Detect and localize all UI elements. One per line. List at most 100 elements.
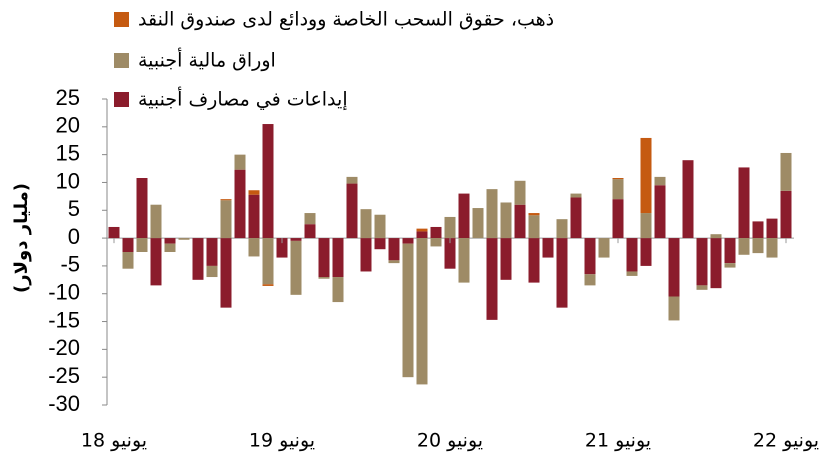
bar-segment — [416, 228, 428, 232]
legend-swatch — [114, 92, 129, 107]
bar-segment — [710, 234, 722, 239]
bar-segment — [178, 238, 190, 240]
bar-segment — [402, 243, 414, 378]
y-tick-label: -10 — [48, 280, 80, 305]
bar-segment — [766, 218, 778, 239]
bar-segment — [724, 238, 736, 264]
bar-segment — [584, 238, 596, 275]
bar-segment — [304, 213, 316, 225]
legend-swatch — [114, 12, 129, 27]
bar-segment — [556, 219, 568, 239]
bar-segment — [556, 238, 568, 308]
bar-segment — [248, 194, 260, 239]
bar-segment — [220, 200, 232, 239]
x-tick-label: يونيو 22 — [753, 430, 819, 452]
legend-label: اوراق مالية أجنبية — [138, 48, 276, 72]
bar-segment — [318, 238, 330, 278]
y-tick-label: -15 — [48, 307, 80, 332]
bar-segment — [640, 137, 652, 214]
bar-segment — [626, 238, 638, 272]
bar-segment — [738, 238, 750, 255]
legend-swatch — [114, 53, 129, 68]
bar-segment — [234, 154, 246, 170]
bar-segment — [430, 226, 442, 239]
bar-segment — [710, 238, 722, 289]
bar-segment — [654, 176, 666, 186]
y-tick-label: -25 — [48, 363, 80, 388]
bar-segment — [108, 226, 120, 239]
bar-segment — [486, 238, 498, 320]
bar-segment — [248, 238, 260, 257]
bar-segment — [150, 238, 162, 286]
bar-segment — [346, 176, 358, 184]
x-tick-label: يونيو 18 — [81, 430, 147, 452]
bar-segment — [542, 238, 554, 258]
bar-segment — [122, 238, 134, 252]
bar-segment — [206, 265, 218, 278]
bar-segment — [584, 274, 596, 286]
bar-segment — [164, 238, 176, 244]
bar-segment — [164, 243, 176, 252]
y-tick-label: 10 — [56, 168, 80, 193]
bar-segment — [780, 190, 792, 239]
bar-segment — [332, 238, 344, 278]
bar-segment — [640, 238, 652, 266]
bar-segment — [570, 197, 582, 239]
bar-segment — [360, 209, 372, 239]
x-tick-label: يونيو 20 — [417, 430, 483, 452]
bar-segment — [500, 238, 512, 280]
bar-segment — [388, 260, 400, 264]
bar-segment — [654, 185, 666, 239]
bar-segment — [766, 238, 778, 258]
bar-segment — [780, 152, 792, 191]
bar-segment — [262, 284, 274, 286]
bar-segment — [262, 238, 274, 285]
bar-segment — [276, 238, 288, 258]
bar-segment — [752, 221, 764, 239]
bar-segment — [682, 160, 694, 239]
bar-segment — [220, 199, 232, 201]
y-tick-label: 5 — [68, 196, 80, 221]
bar-segment — [640, 213, 652, 239]
bar-segment — [752, 238, 764, 254]
bar-segment — [612, 179, 624, 200]
bar-segment — [192, 238, 204, 280]
bar-segment — [262, 124, 274, 239]
bar-segment — [416, 238, 428, 385]
bar-segment — [136, 238, 148, 252]
bar-segment — [332, 277, 344, 303]
bar-segment — [528, 215, 540, 239]
bar-segment — [738, 167, 750, 239]
bar-segment — [430, 238, 442, 247]
y-tick-label: 15 — [56, 140, 80, 165]
bar-segment — [612, 178, 624, 180]
bar-segment — [402, 238, 414, 244]
bar-segment — [458, 193, 470, 239]
y-tick-label: 0 — [68, 224, 80, 249]
y-tick-label: -20 — [48, 335, 80, 360]
bar-segment — [696, 285, 708, 290]
bar-segment — [486, 189, 498, 239]
bar-segment — [626, 271, 638, 276]
bar-segment — [472, 208, 484, 239]
bar-segment — [696, 238, 708, 286]
bar-segment — [668, 238, 680, 297]
bar-segment — [206, 238, 218, 266]
bar-segment — [444, 238, 456, 269]
bar-segment — [150, 204, 162, 239]
bar-segment — [122, 252, 134, 269]
bar-segment — [388, 238, 400, 261]
bar-segment — [514, 180, 526, 205]
x-tick-label: يونيو 21 — [585, 430, 651, 452]
bar-segment — [304, 224, 316, 239]
bar-segment — [444, 216, 456, 239]
bar-segment — [612, 199, 624, 239]
bar-segment — [360, 238, 372, 272]
y-tick-label: 20 — [56, 113, 80, 138]
bar-segment — [514, 204, 526, 239]
bar-segment — [724, 263, 736, 268]
bar-segment — [528, 213, 540, 216]
bar-segment — [248, 190, 260, 195]
y-tick-label: 25 — [56, 85, 80, 110]
